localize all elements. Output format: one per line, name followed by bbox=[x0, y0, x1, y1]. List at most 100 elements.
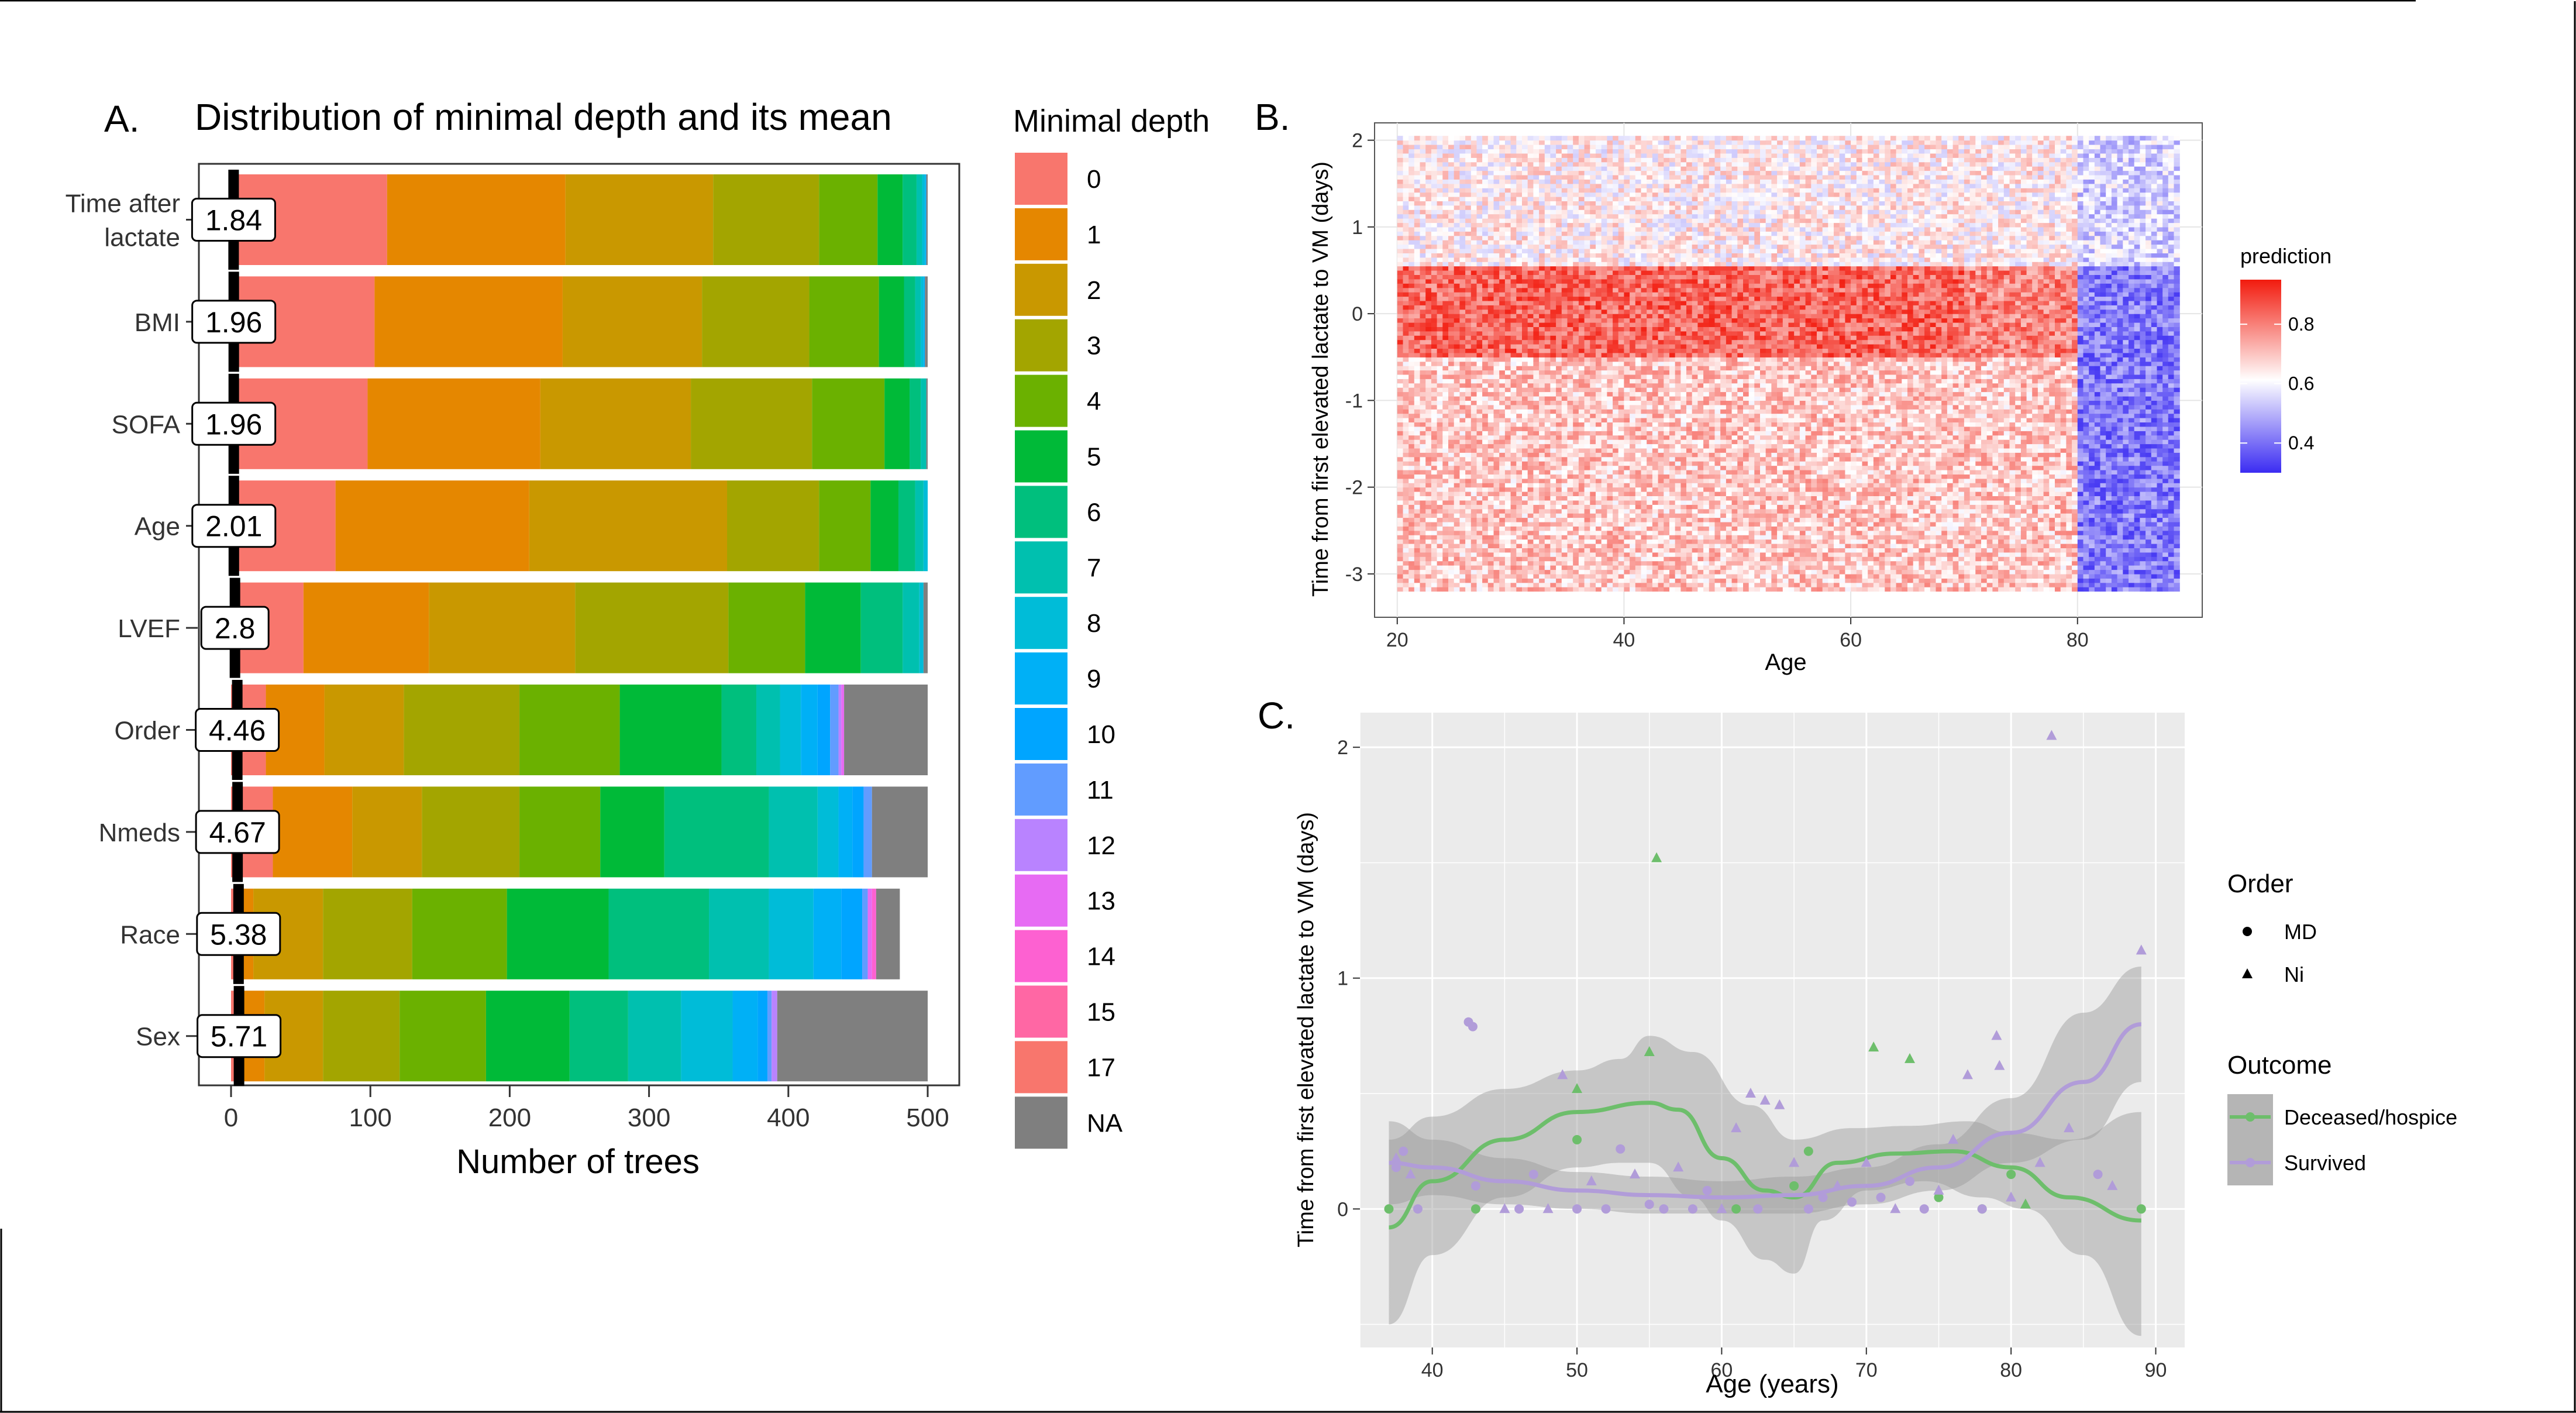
heatmap-tile bbox=[1601, 357, 1607, 362]
heatmap-tile bbox=[1437, 257, 1443, 262]
heatmap-tile bbox=[1493, 257, 1500, 262]
heatmap-tile bbox=[1539, 262, 1545, 267]
heatmap-tile bbox=[1397, 426, 1404, 431]
heatmap-tile bbox=[1470, 452, 1478, 458]
heatmap-tile bbox=[1403, 470, 1409, 475]
heatmap-tile bbox=[1533, 161, 1540, 167]
heatmap-tile bbox=[1431, 530, 1438, 535]
heatmap-tile bbox=[1607, 314, 1613, 319]
heatmap-tile bbox=[1527, 331, 1534, 336]
heatmap-tile bbox=[1641, 578, 1647, 583]
heatmap-tile bbox=[1493, 183, 1500, 188]
heatmap-tile bbox=[1465, 235, 1472, 240]
heatmap-tile bbox=[1652, 535, 1659, 540]
heatmap-tile bbox=[1482, 491, 1489, 496]
heatmap-tile bbox=[1493, 431, 1500, 436]
heatmap-tile bbox=[1544, 322, 1551, 327]
heatmap-tile bbox=[1414, 300, 1421, 305]
heatmap-tile bbox=[1499, 573, 1506, 579]
heatmap-tile bbox=[1624, 209, 1630, 215]
bar-segment-lvef-depth-7 bbox=[903, 582, 919, 673]
heatmap-tile bbox=[1647, 370, 1653, 375]
heatmap-tile bbox=[1397, 413, 1404, 418]
heatmap-tile bbox=[1510, 140, 1517, 145]
heatmap-tile bbox=[1635, 179, 1642, 184]
heatmap-tile bbox=[1425, 383, 1432, 388]
heatmap-tile bbox=[1584, 535, 1590, 540]
heatmap-tile bbox=[1454, 478, 1460, 483]
heatmap-tile bbox=[1533, 205, 1540, 210]
heatmap-tile bbox=[1556, 283, 1562, 288]
heatmap-tile bbox=[1556, 296, 1562, 301]
heatmap-tile bbox=[1613, 205, 1619, 210]
heatmap-tile bbox=[1442, 561, 1449, 566]
heatmap-tile bbox=[1533, 573, 1540, 579]
heatmap-tile bbox=[1414, 496, 1421, 501]
heatmap-tile bbox=[1527, 309, 1534, 314]
heatmap-tile bbox=[1397, 404, 1404, 410]
heatmap-tile bbox=[1596, 136, 1602, 141]
heatmap-tile bbox=[1504, 352, 1511, 357]
heatmap-tile bbox=[1459, 322, 1466, 327]
heatmap-tile bbox=[1596, 257, 1602, 262]
heatmap-tile bbox=[1647, 305, 1653, 310]
heatmap-tile bbox=[1624, 235, 1630, 240]
heatmap-tile bbox=[1578, 192, 1585, 197]
heatmap-tile bbox=[1613, 326, 1619, 332]
heatmap-tile bbox=[1544, 140, 1551, 145]
heatmap-tile bbox=[1596, 153, 1602, 158]
heatmap-tile bbox=[1476, 587, 1483, 592]
heatmap-tile bbox=[1561, 326, 1568, 332]
heatmap-tile bbox=[1556, 448, 1562, 453]
heatmap-tile bbox=[1544, 145, 1551, 150]
heatmap-tile bbox=[1448, 145, 1455, 150]
heatmap-tile bbox=[1539, 535, 1545, 540]
heatmap-tile bbox=[1647, 366, 1653, 371]
heatmap-tile bbox=[1573, 300, 1579, 305]
heatmap-tile bbox=[1465, 249, 1472, 253]
heatmap-tile bbox=[1596, 222, 1602, 228]
heatmap-tile bbox=[1499, 565, 1506, 570]
heatmap-tile bbox=[1476, 366, 1483, 371]
heatmap-tile bbox=[1414, 478, 1421, 483]
heatmap-tile bbox=[1420, 383, 1426, 388]
heatmap-tile bbox=[1624, 226, 1630, 232]
heatmap-tile bbox=[1470, 279, 1478, 284]
heatmap-tile bbox=[1630, 569, 1636, 575]
heatmap-tile bbox=[1408, 379, 1415, 384]
heatmap-tile bbox=[1539, 504, 1545, 510]
heatmap-tile bbox=[1397, 569, 1404, 575]
heatmap-tile bbox=[1647, 444, 1653, 449]
heatmap-tile bbox=[1544, 166, 1551, 171]
heatmap-tile bbox=[1630, 218, 1636, 224]
heatmap-tile bbox=[1607, 508, 1613, 514]
heatmap-tile bbox=[1482, 157, 1489, 163]
heatmap-tile bbox=[1561, 491, 1568, 496]
heatmap-tile bbox=[1607, 326, 1613, 332]
heatmap-tile bbox=[1527, 335, 1534, 341]
heatmap-tile bbox=[1431, 296, 1438, 301]
heatmap-tile bbox=[1584, 470, 1590, 475]
heatmap-tile bbox=[1448, 422, 1455, 427]
heatmap-tile bbox=[1561, 192, 1568, 197]
heatmap-tile bbox=[1470, 339, 1478, 345]
heatmap-tile bbox=[1504, 331, 1511, 336]
heatmap-tile bbox=[1431, 266, 1438, 271]
heatmap-tile bbox=[1601, 318, 1607, 323]
heatmap-tile bbox=[1630, 461, 1636, 466]
mean-label-box bbox=[197, 1014, 282, 1058]
heatmap-tile bbox=[1510, 383, 1517, 388]
heatmap-tile bbox=[1470, 274, 1478, 280]
heatmap-tile bbox=[1510, 222, 1517, 228]
heatmap-tile bbox=[1516, 444, 1523, 449]
heatmap-tile bbox=[1442, 253, 1449, 258]
heatmap-tile bbox=[1635, 413, 1642, 418]
heatmap-tile bbox=[1510, 161, 1517, 167]
heatmap-tile bbox=[1499, 318, 1506, 323]
heatmap-tile bbox=[1487, 262, 1494, 267]
heatmap-tile bbox=[1470, 300, 1478, 305]
heatmap-tile bbox=[1459, 456, 1466, 462]
heatmap-tile bbox=[1613, 500, 1619, 505]
heatmap-tile bbox=[1613, 188, 1619, 193]
